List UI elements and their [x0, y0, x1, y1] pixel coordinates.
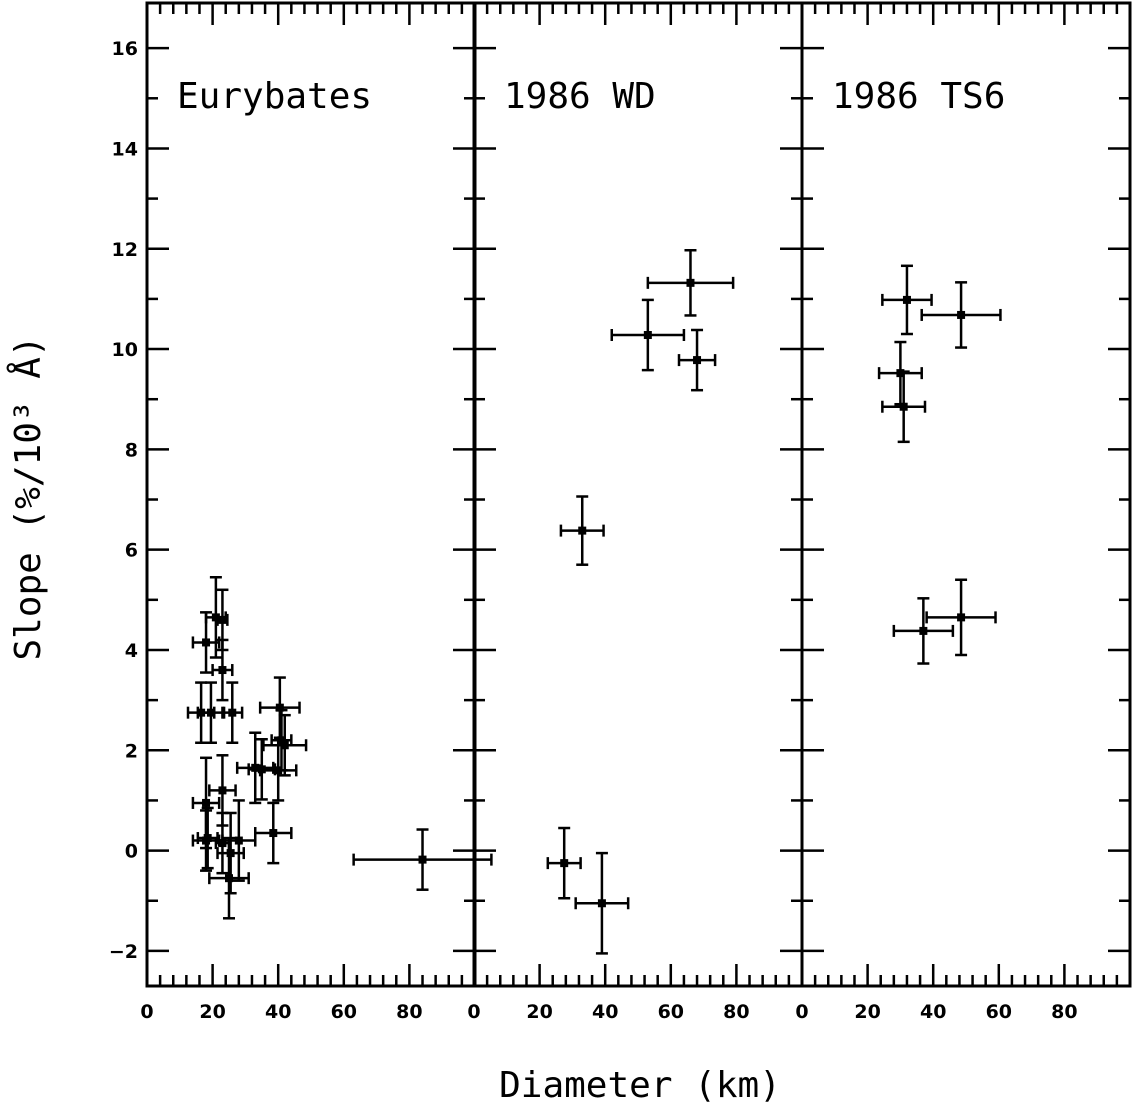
x-tick-label: 20 — [199, 1001, 225, 1023]
point-marker — [693, 356, 702, 365]
point-marker — [218, 615, 227, 624]
x-tick-label: 40 — [265, 1001, 291, 1023]
point-marker — [643, 331, 652, 340]
data-point — [262, 713, 308, 777]
point-marker — [251, 763, 260, 772]
x-axis-title: Diameter (km) — [499, 1065, 781, 1106]
point-marker — [203, 834, 212, 843]
data-point — [235, 731, 275, 805]
data-point — [258, 676, 301, 739]
x-tick-label: 80 — [396, 1001, 422, 1023]
point-marker — [957, 310, 966, 319]
point-marker — [560, 859, 569, 868]
y-tick-label: 16 — [112, 38, 138, 60]
point-marker — [899, 402, 908, 411]
point-marker — [211, 613, 220, 622]
point-marker — [269, 829, 278, 838]
panel-frame — [800, 1, 1132, 988]
x-tick-label: 40 — [920, 1001, 946, 1023]
data-point — [221, 681, 244, 745]
point-marker — [228, 708, 237, 717]
point-marker — [902, 295, 911, 304]
y-tick-label: 2 — [125, 740, 138, 762]
x-tick-label: 20 — [854, 1001, 880, 1023]
panel-frame — [145, 1, 477, 988]
point-marker — [957, 613, 966, 622]
x-tick-label: 80 — [1051, 1001, 1077, 1023]
x-tick-label: 80 — [723, 1001, 749, 1023]
data-point — [881, 264, 933, 336]
panel-title: Eurybates — [177, 76, 372, 117]
panels-group: 0 20 40 60 80 −2 0 2 4 6 8 10 12 14 16 Eurybates 0 20 40 60… — [109, 1, 1132, 1023]
point-marker — [896, 369, 905, 378]
data-point — [352, 828, 493, 891]
panel-0: 0 20 40 60 80 −2 0 2 4 6 8 10 12 14 16 Eurybates — [109, 1, 493, 1023]
data-point — [892, 597, 955, 665]
data-point — [646, 249, 735, 317]
point-marker — [206, 708, 215, 717]
point-marker — [202, 798, 211, 807]
y-tick-label: 8 — [125, 439, 138, 461]
panel-2: 0 20 40 60 80 1986 TS6 — [795, 1, 1132, 1023]
data-point — [881, 370, 927, 444]
point-marker — [218, 786, 227, 795]
x-tick-label: 0 — [140, 1001, 153, 1023]
panel-title: 1986 WD — [504, 76, 656, 117]
point-marker — [280, 741, 289, 750]
y-tick-label: 6 — [125, 540, 138, 562]
point-marker — [274, 766, 283, 775]
data-point — [221, 799, 257, 882]
y-tick-label: 12 — [112, 239, 138, 261]
point-marker — [418, 855, 427, 864]
y-tick-label: 10 — [112, 339, 138, 361]
point-marker — [919, 626, 928, 635]
y-tick-label: −2 — [109, 941, 138, 963]
data-point — [196, 681, 226, 745]
data-point — [574, 851, 630, 955]
point-marker — [234, 836, 243, 845]
x-tick-label: 40 — [592, 1001, 618, 1023]
data-point — [610, 298, 686, 372]
panel-title: 1986 TS6 — [832, 76, 1005, 117]
x-tick-label: 0 — [467, 1001, 480, 1023]
data-point — [920, 281, 1002, 349]
data-point — [559, 495, 605, 566]
data-point — [258, 739, 298, 802]
data-point — [677, 328, 717, 392]
y-tick-label: 0 — [125, 841, 138, 863]
y-tick-label: 14 — [112, 138, 138, 160]
data-point — [877, 340, 923, 406]
data-point — [208, 836, 250, 920]
y-axis-title: Slope (%/10³ Å) — [6, 335, 49, 660]
point-marker — [202, 638, 211, 647]
x-tick-label: 60 — [658, 1001, 684, 1023]
x-tick-label: 60 — [986, 1001, 1012, 1023]
y-tick-label: 4 — [125, 640, 138, 662]
point-marker — [597, 899, 606, 908]
point-marker — [686, 278, 695, 287]
data-point — [546, 826, 582, 900]
panel-1: 0 20 40 60 80 1986 WD — [467, 1, 804, 1023]
panel-frame — [472, 1, 804, 988]
x-tick-label: 20 — [526, 1001, 552, 1023]
data-point — [196, 806, 219, 870]
point-marker — [218, 666, 227, 675]
point-marker — [225, 874, 233, 883]
data-point — [925, 578, 997, 657]
x-tick-label: 60 — [331, 1001, 357, 1023]
point-marker — [226, 849, 235, 858]
point-marker — [578, 526, 587, 535]
x-tick-label: 0 — [795, 1001, 808, 1023]
data-point — [253, 801, 293, 865]
data-point — [211, 638, 234, 702]
point-marker — [275, 703, 284, 712]
